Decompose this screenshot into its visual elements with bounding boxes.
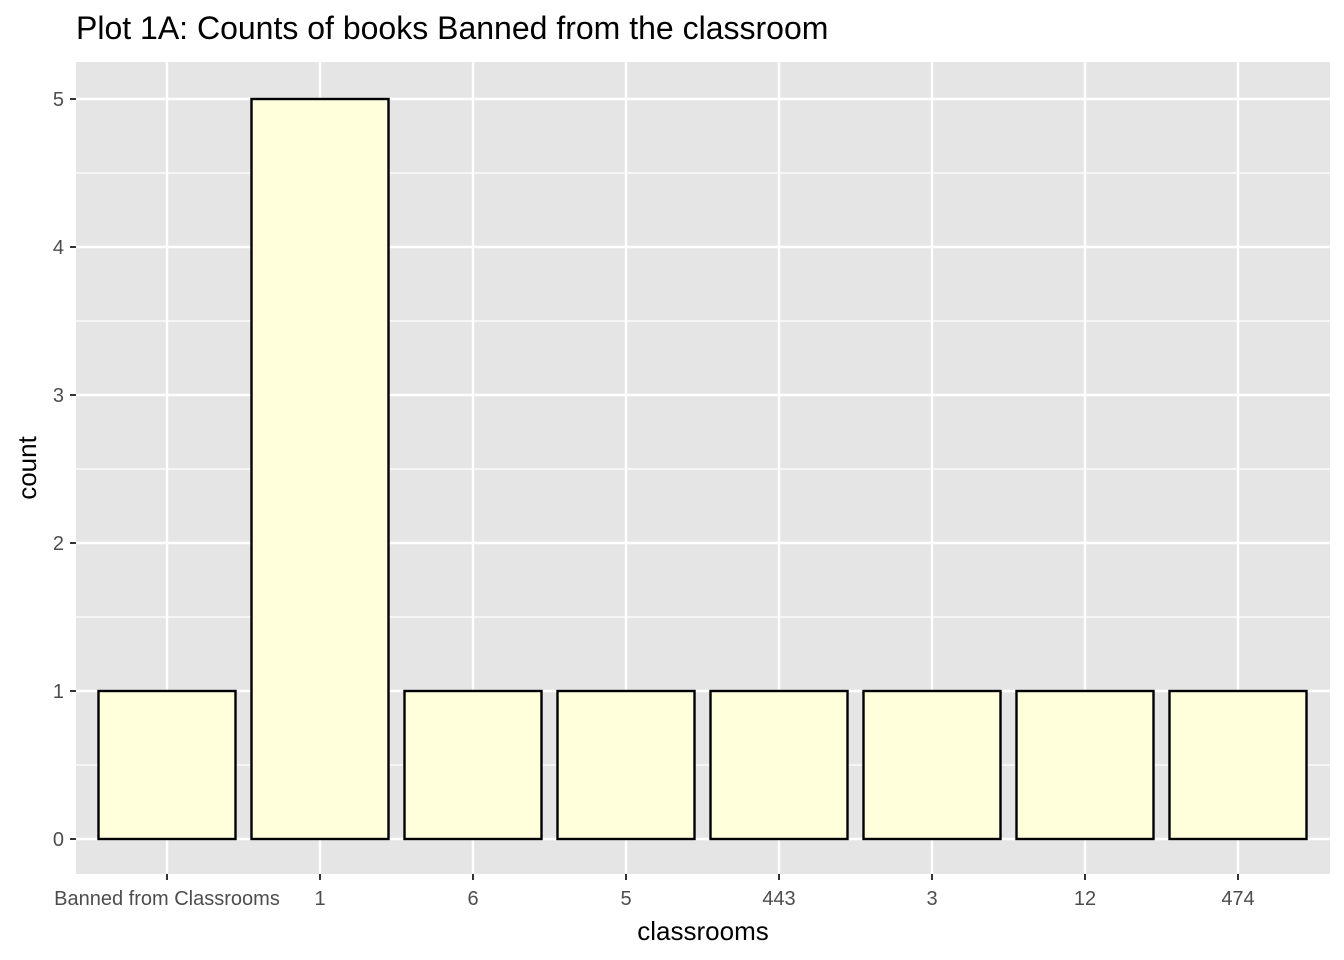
- y-axis: 0 1 2 3 4 5: [53, 89, 76, 851]
- y-axis-title: count: [12, 435, 42, 499]
- x-tick-label: Banned from Classrooms: [54, 888, 280, 910]
- bar: [403, 689, 543, 841]
- bar: [709, 689, 849, 841]
- y-tick-label: 0: [53, 829, 64, 851]
- x-tick-label: 12: [1074, 888, 1096, 910]
- x-tick-label: 443: [762, 888, 795, 910]
- x-tick-label: 474: [1221, 888, 1254, 910]
- bar: [1015, 689, 1155, 841]
- x-axis: Banned from Classrooms 1 6 5 443 3 12 474: [54, 874, 1255, 910]
- y-tick-label: 4: [53, 237, 64, 259]
- bar: [556, 689, 696, 841]
- y-tick-label: 1: [53, 681, 64, 703]
- bar: [1168, 689, 1308, 841]
- x-axis-title: classrooms: [637, 916, 768, 946]
- bar: [862, 689, 1002, 841]
- x-tick-label: 6: [467, 888, 478, 910]
- bar: [250, 97, 390, 841]
- bar: [97, 689, 237, 841]
- y-tick-label: 2: [53, 533, 64, 555]
- bars: [97, 97, 1308, 841]
- x-tick-label: 3: [926, 888, 937, 910]
- x-tick-label: 1: [314, 888, 325, 910]
- chart-title: Plot 1A: Counts of books Banned from the…: [76, 10, 828, 46]
- y-tick-label: 5: [53, 89, 64, 111]
- y-tick-label: 3: [53, 385, 64, 407]
- x-tick-label: 5: [620, 888, 631, 910]
